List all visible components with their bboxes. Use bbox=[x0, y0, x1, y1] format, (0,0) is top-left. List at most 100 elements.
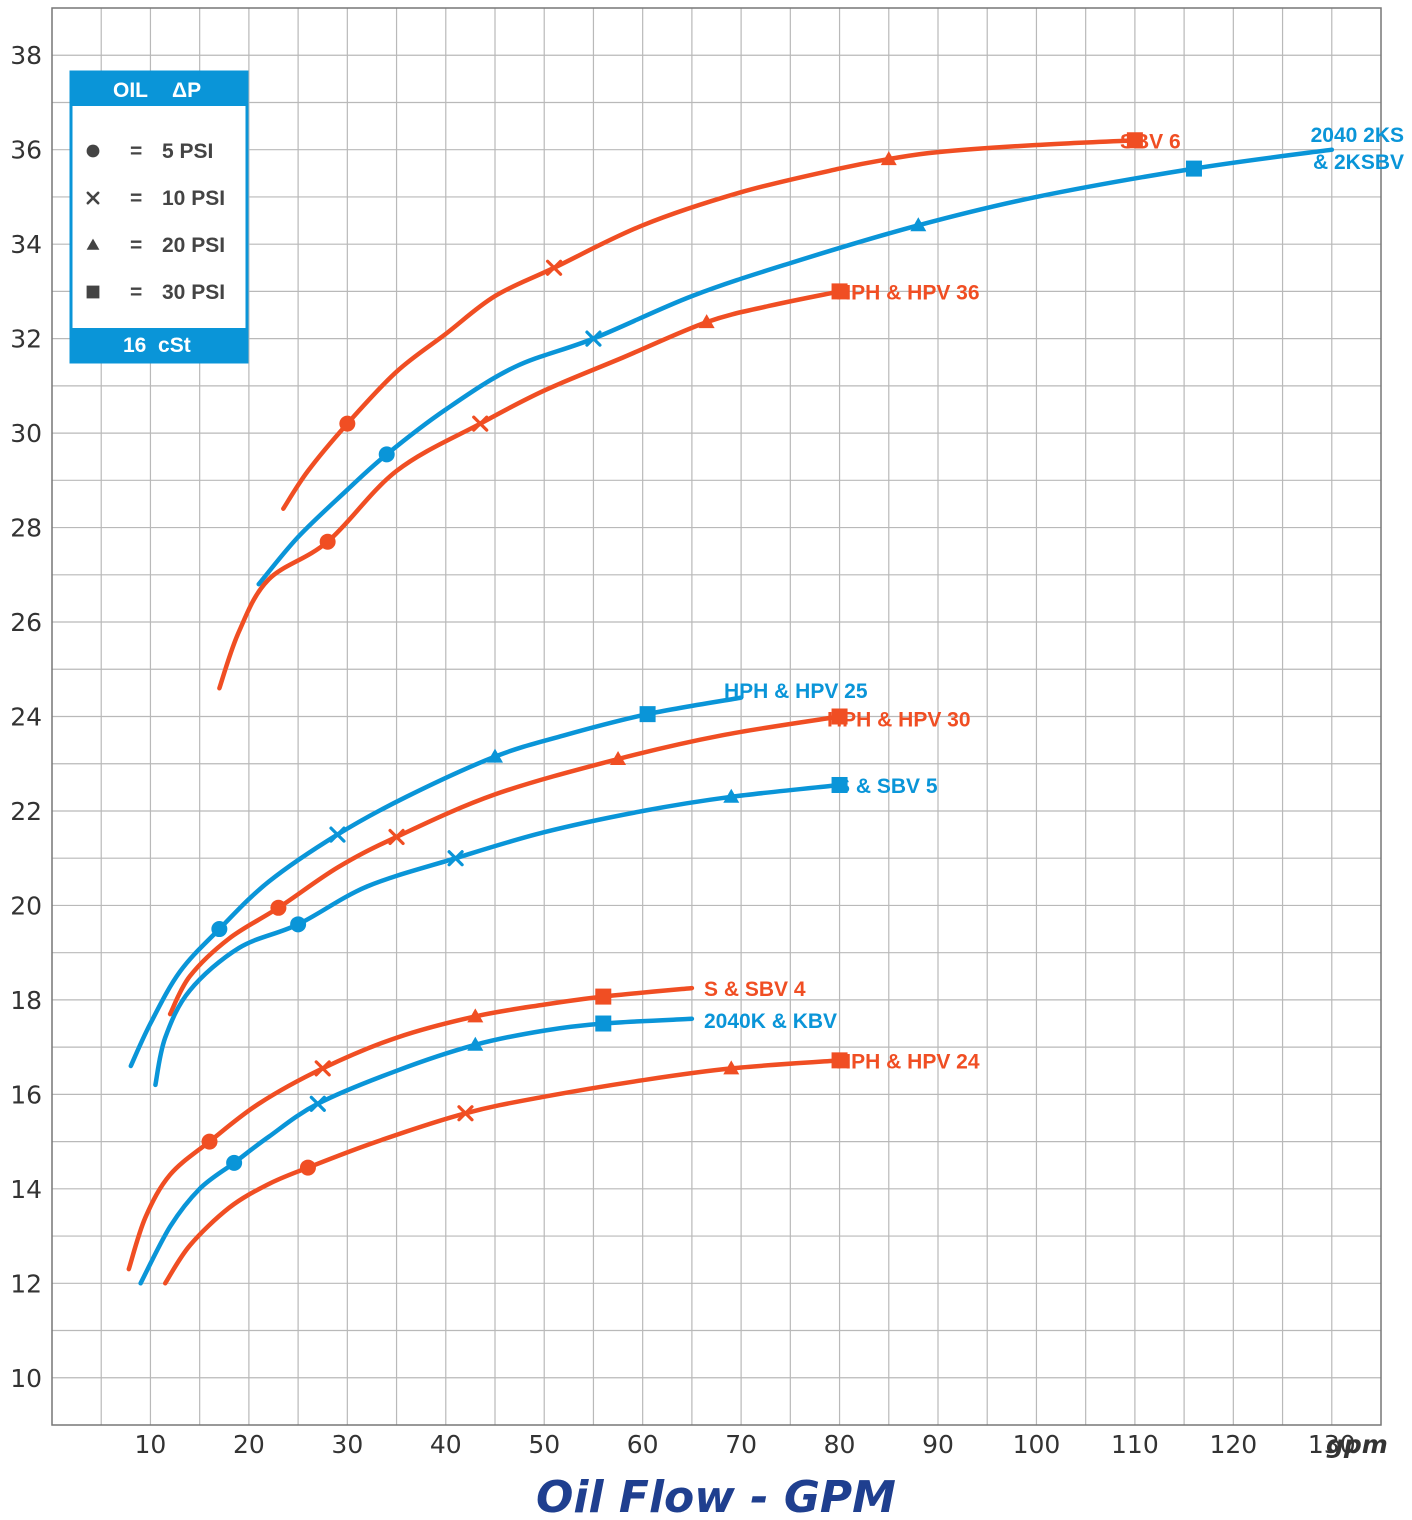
circle-marker bbox=[339, 415, 356, 432]
legend-box bbox=[69, 70, 249, 364]
legend-item: = 10 PSI bbox=[86, 187, 225, 210]
triangle-marker bbox=[880, 151, 897, 166]
x-marker-stroke bbox=[472, 415, 489, 432]
series-label: HPH & HPV 24 bbox=[836, 1050, 980, 1073]
x-marker-stroke bbox=[388, 828, 405, 846]
y-tick-label: 18 bbox=[10, 986, 42, 1015]
series-label: HPH & HPV 36 bbox=[836, 281, 980, 304]
x-tick-label: 40 bbox=[430, 1430, 462, 1459]
legend-eq: = bbox=[130, 187, 142, 210]
series-s-sbv-4: S & SBV 4 bbox=[126, 978, 806, 1272]
square-marker bbox=[831, 708, 848, 725]
x-tick-label: 60 bbox=[627, 1430, 659, 1459]
series-label: SBV 6 bbox=[1120, 130, 1181, 153]
legend-eq: = bbox=[130, 234, 142, 257]
y-tick-label: 32 bbox=[10, 325, 42, 354]
square-marker bbox=[639, 706, 656, 723]
legend-item-label: 5 PSI bbox=[162, 140, 213, 163]
series-line bbox=[162, 1058, 842, 1286]
series-hph-hpv-24: HPH & HPV 24 bbox=[162, 1050, 980, 1286]
x-tick-label: 30 bbox=[331, 1430, 363, 1459]
legend-items: = 5 PSI = 10 PSI = 20 PSI = 30 PSI bbox=[86, 140, 225, 304]
x-tick-label: 90 bbox=[922, 1430, 954, 1459]
legend-item-label: 30 PSI bbox=[162, 281, 225, 304]
x-marker-stroke bbox=[545, 259, 563, 276]
y-tick-label: 26 bbox=[10, 608, 42, 637]
legend-footer: 16 cSt bbox=[123, 334, 191, 357]
triangle-marker bbox=[487, 748, 503, 763]
series-2040-2ks-2ksbv: 2040 2KS & 2KSBV bbox=[256, 124, 1404, 587]
legend-eq: = bbox=[130, 140, 142, 163]
circle-marker bbox=[226, 1154, 243, 1171]
x-marker bbox=[388, 828, 405, 846]
y-tick-label: 10 bbox=[10, 1364, 42, 1393]
circle-marker bbox=[319, 533, 336, 550]
x-marker-stroke bbox=[447, 850, 464, 867]
x-marker-stroke bbox=[457, 1105, 474, 1122]
x-tick-label: 70 bbox=[725, 1430, 757, 1459]
triangle-marker bbox=[910, 217, 927, 232]
x-marker bbox=[457, 1105, 474, 1122]
plot-frame bbox=[51, 7, 1382, 1426]
y-tick-label: 20 bbox=[10, 891, 42, 920]
legend-footer-bg bbox=[71, 328, 247, 362]
axes: 10 20 30 40 50 60 70 80 90 100 110 120 130 10 12 14 16 18… bbox=[10, 7, 1382, 1459]
x-axis-title: Oil Flow - GPM bbox=[536, 1472, 896, 1520]
square-marker bbox=[831, 283, 848, 300]
legend-item-label: 20 PSI bbox=[162, 234, 225, 257]
triangle-legend-marker bbox=[86, 238, 100, 250]
x-marker bbox=[329, 826, 346, 843]
circle-marker bbox=[299, 1159, 316, 1176]
y-tick-label: 38 bbox=[10, 41, 42, 70]
x-marker bbox=[472, 415, 489, 432]
series-label: S & SBV 4 bbox=[704, 978, 806, 1001]
x-tick-label: 10 bbox=[135, 1430, 167, 1459]
series-2040k-kbv: 2040K & KBV bbox=[138, 1010, 837, 1286]
series-label: & 2KSBV bbox=[1313, 151, 1404, 174]
square-legend-marker bbox=[86, 285, 100, 299]
x-tick-label: 110 bbox=[1111, 1430, 1159, 1459]
legend-header-bg bbox=[71, 72, 247, 106]
series-line bbox=[256, 147, 1335, 587]
x-marker bbox=[309, 1095, 326, 1112]
x-marker bbox=[545, 259, 563, 276]
x-tick-label: 50 bbox=[528, 1430, 560, 1459]
y-tick-label: 24 bbox=[10, 703, 42, 732]
square-marker bbox=[595, 988, 612, 1005]
square-marker bbox=[595, 1015, 612, 1032]
x-marker-stroke bbox=[86, 191, 100, 205]
circle-legend-marker bbox=[86, 144, 100, 158]
series-group: SBV 6 2040 2KS & 2KSBV HPH & HPV 36 HPH & HP… bbox=[126, 124, 1404, 1286]
square-marker bbox=[1185, 160, 1202, 177]
series-hph-hpv-25: HPH & HPV 25 bbox=[128, 680, 868, 1069]
y-tick-label: 16 bbox=[10, 1080, 42, 1109]
square-marker bbox=[831, 776, 848, 793]
series-label: 2040 2KS bbox=[1311, 124, 1404, 147]
x-unit-label: gpm bbox=[1326, 1430, 1388, 1459]
legend-item: = 30 PSI bbox=[86, 281, 225, 304]
legend-eq: = bbox=[130, 281, 142, 304]
x-tick-label: 100 bbox=[1013, 1430, 1061, 1459]
triangle-marker bbox=[610, 751, 627, 766]
triangle-marker bbox=[467, 1036, 484, 1051]
x-marker-stroke bbox=[314, 1060, 331, 1077]
series-s-sbv-5: S & SBV 5 bbox=[153, 775, 938, 1088]
x-marker bbox=[447, 850, 464, 867]
square-marker bbox=[831, 1052, 848, 1069]
series-line bbox=[153, 782, 842, 1088]
y-tick-label: 22 bbox=[10, 797, 42, 826]
y-tick-label: 30 bbox=[10, 419, 42, 448]
series-line bbox=[167, 714, 842, 1017]
y-tick-label: 34 bbox=[10, 230, 42, 259]
x-marker-stroke bbox=[585, 330, 602, 347]
legend-item: = 5 PSI bbox=[86, 140, 213, 163]
series-line bbox=[217, 289, 842, 691]
x-marker bbox=[585, 330, 602, 347]
triangle-marker bbox=[723, 788, 740, 803]
square-marker bbox=[1126, 132, 1143, 149]
series-line bbox=[138, 1016, 695, 1286]
x-tick-label: 80 bbox=[824, 1430, 856, 1459]
series-line bbox=[126, 985, 695, 1272]
triangle-marker bbox=[467, 1008, 484, 1023]
